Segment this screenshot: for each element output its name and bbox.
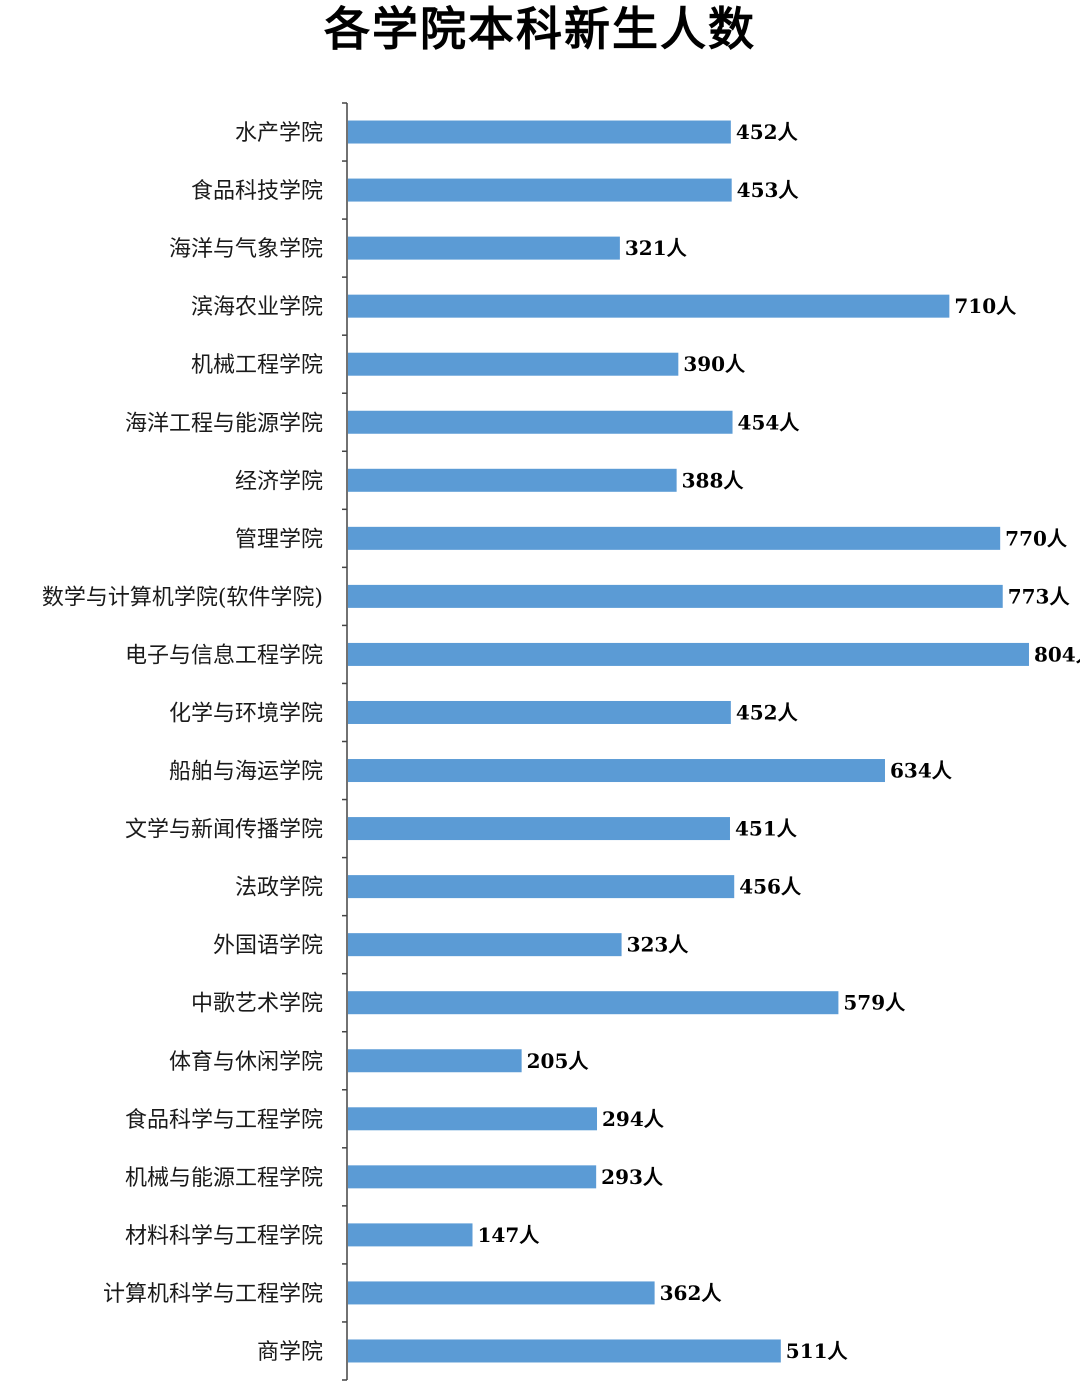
data-label: 323人 [627, 933, 690, 957]
data-label: 773人 [1008, 584, 1071, 608]
category-label: 化学与环境学院 [169, 701, 323, 726]
data-label: 454人 [738, 410, 801, 434]
bar [348, 236, 620, 260]
data-label: 362人 [660, 1281, 723, 1305]
category-label: 水产学院 [235, 121, 323, 146]
data-label: 579人 [843, 991, 906, 1015]
bar [348, 1339, 781, 1363]
category-label: 食品科学与工程学院 [125, 1108, 323, 1133]
data-label: 147人 [478, 1223, 541, 1247]
bar [348, 526, 1001, 550]
data-label: 634人 [890, 759, 953, 783]
data-label: 388人 [682, 468, 745, 492]
category-label: 滨海农业学院 [191, 295, 323, 320]
bar [348, 468, 677, 492]
category-label: 海洋工程与能源学院 [125, 411, 323, 436]
bar [348, 1281, 655, 1305]
bar [348, 875, 735, 899]
bar [348, 1223, 473, 1247]
bar [348, 178, 732, 202]
bar [348, 933, 622, 957]
category-label: 材料科学与工程学院 [125, 1224, 323, 1249]
category-label: 计算机科学与工程学院 [103, 1282, 323, 1307]
category-label: 外国语学院 [213, 934, 323, 959]
data-label: 710人 [954, 294, 1017, 318]
category-label: 管理学院 [235, 527, 323, 552]
data-label: 456人 [739, 875, 802, 899]
data-label: 294人 [602, 1107, 665, 1131]
data-label: 451人 [735, 817, 798, 841]
category-label: 数学与计算机学院(软件学院) [42, 585, 323, 610]
category-label: 机械与能源工程学院 [125, 1166, 323, 1191]
category-label: 食品科技学院 [191, 179, 323, 204]
bar [348, 410, 733, 434]
category-label: 中歌艺术学院 [191, 992, 323, 1017]
bar [348, 642, 1029, 666]
bar [348, 1049, 522, 1073]
bar [348, 294, 950, 318]
data-label: 452人 [736, 700, 799, 724]
bar [348, 817, 730, 841]
category-label: 法政学院 [235, 876, 323, 901]
data-label: 390人 [683, 352, 746, 376]
category-label: 体育与休闲学院 [169, 1050, 323, 1075]
category-label: 电子与信息工程学院 [125, 643, 323, 668]
category-label: 经济学院 [235, 469, 323, 494]
data-label: 453人 [737, 178, 800, 202]
data-label: 770人 [1005, 526, 1068, 550]
data-label: 511人 [786, 1339, 849, 1363]
data-label: 452人 [736, 120, 799, 144]
data-label: 293人 [601, 1165, 664, 1189]
category-label: 商学院 [257, 1340, 323, 1365]
data-label: 205人 [527, 1049, 590, 1073]
bar [348, 584, 1003, 608]
category-label: 海洋与气象学院 [169, 237, 323, 262]
bar [348, 991, 839, 1015]
category-label: 船舶与海运学院 [169, 760, 323, 785]
bar [348, 759, 885, 783]
chart-title: 各学院本科新生人数 [324, 2, 756, 56]
bar [348, 352, 679, 376]
category-label: 机械工程学院 [191, 353, 323, 378]
data-label: 321人 [625, 236, 688, 260]
bar [348, 700, 731, 724]
bar [348, 120, 731, 144]
data-label: 804人 [1034, 642, 1080, 666]
bar [348, 1165, 597, 1189]
category-label: 文学与新闻传播学院 [125, 818, 323, 843]
bar [348, 1107, 598, 1131]
